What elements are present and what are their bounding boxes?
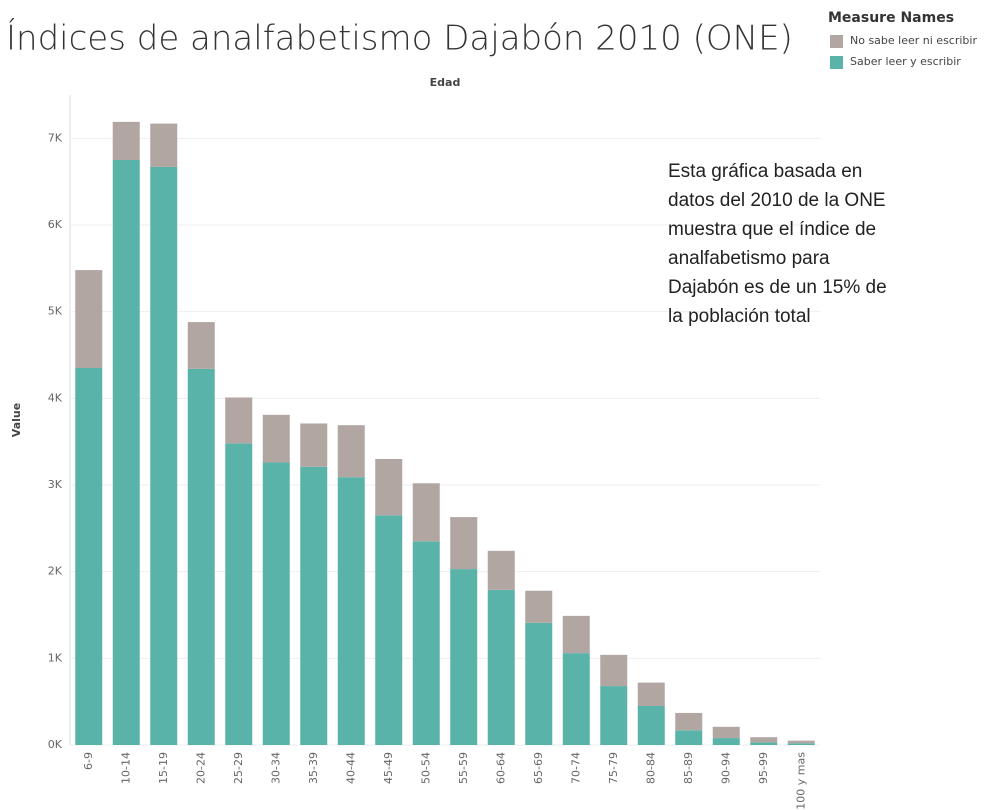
y-tick-label: 5K — [48, 305, 63, 318]
bar — [75, 368, 103, 745]
bar — [412, 483, 440, 542]
x-axis-label: Edad — [430, 76, 461, 89]
bar — [300, 466, 328, 745]
legend-swatch — [830, 35, 843, 48]
annotation: analfabetismo para — [668, 248, 830, 269]
y-tick-label: 7K — [48, 131, 63, 144]
bar — [450, 517, 478, 570]
x-tick-label: 50-54 — [419, 752, 432, 784]
bar — [637, 682, 665, 706]
x-tick-label: 25-29 — [232, 752, 245, 784]
x-tick-label: 100 y mas — [794, 752, 807, 810]
x-tick-label: 85-89 — [682, 752, 695, 784]
y-tick-label: 1K — [48, 651, 63, 664]
annotation: Esta gráfica basada en — [668, 161, 862, 182]
x-tick-label: 30-34 — [269, 752, 282, 784]
x-tick-label: 80-84 — [644, 752, 657, 784]
x-tick-label: 35-39 — [307, 752, 320, 784]
bar — [375, 459, 403, 516]
bar — [187, 368, 215, 745]
bar — [637, 706, 665, 745]
x-tick-label: 90-94 — [719, 752, 732, 784]
bar — [112, 121, 140, 160]
legend-label: No sabe leer ni escribir — [850, 34, 977, 47]
bar — [487, 589, 515, 745]
y-axis-label: Value — [10, 403, 23, 437]
annotation: muestra que el índice de — [668, 219, 876, 240]
bar — [187, 322, 215, 369]
x-tick-label: 6-9 — [82, 752, 95, 770]
bar — [150, 123, 178, 167]
annotation: la población total — [668, 306, 811, 327]
bar — [75, 270, 103, 368]
y-tick-label: 4K — [48, 391, 63, 404]
x-tick-label: 55-59 — [457, 752, 470, 784]
y-tick-label: 3K — [48, 478, 63, 491]
bar — [150, 166, 178, 745]
x-tick-label: 15-19 — [157, 752, 170, 784]
bar — [525, 590, 553, 623]
y-tick-label: 6K — [48, 218, 63, 231]
bar — [337, 425, 365, 478]
legend-label: Saber leer y escribir — [850, 55, 961, 68]
bar — [562, 615, 590, 654]
annotation: datos del 2010 de la ONE — [668, 190, 886, 211]
bar — [487, 550, 515, 590]
annotation: Dajabón es de un 15% de — [668, 277, 887, 298]
x-tick-label: 10-14 — [119, 752, 132, 784]
bar — [337, 477, 365, 745]
bar — [450, 569, 478, 745]
bar — [225, 397, 253, 444]
bar — [712, 738, 740, 745]
bar — [262, 414, 290, 463]
bar — [225, 443, 253, 745]
bar — [600, 654, 628, 687]
bar — [562, 653, 590, 745]
bar — [262, 462, 290, 745]
x-tick-label: 60-64 — [494, 752, 507, 784]
y-tick-label: 0K — [48, 738, 63, 751]
x-tick-label: 75-79 — [607, 752, 620, 784]
bar — [112, 160, 140, 745]
bar — [600, 686, 628, 745]
chart-title: Índices de analfabetismo Dajabón 2010 (O… — [6, 18, 793, 59]
x-tick-label: 65-69 — [532, 752, 545, 784]
bar — [787, 740, 815, 744]
x-tick-label: 70-74 — [569, 752, 582, 784]
bar — [675, 712, 703, 731]
x-tick-label: 95-99 — [757, 752, 770, 784]
legend-swatch — [830, 56, 843, 69]
x-tick-label: 40-44 — [344, 752, 357, 784]
x-tick-label: 20-24 — [194, 752, 207, 784]
legend-title: Measure Names — [828, 10, 954, 26]
bar — [675, 730, 703, 745]
bar — [712, 726, 740, 739]
y-tick-label: 2K — [48, 565, 63, 578]
bar — [412, 541, 440, 745]
bar — [750, 742, 778, 745]
bar — [375, 515, 403, 745]
bar — [750, 737, 778, 743]
bar — [525, 622, 553, 745]
bar — [300, 423, 328, 467]
bar — [787, 743, 815, 745]
x-tick-label: 45-49 — [382, 752, 395, 784]
